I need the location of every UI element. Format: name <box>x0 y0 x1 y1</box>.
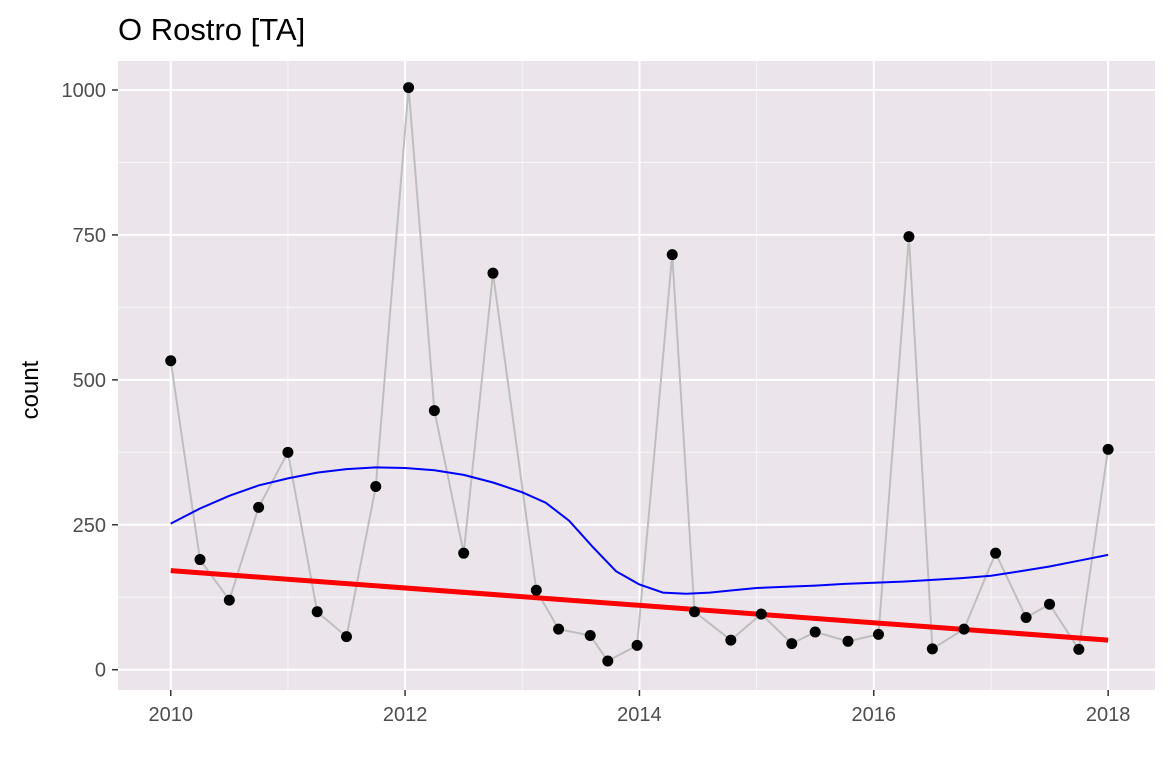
smooth-curve <box>170 466 1109 595</box>
data-point <box>282 446 294 458</box>
data-point <box>872 628 884 640</box>
data-point <box>340 631 352 643</box>
data-point <box>530 584 542 596</box>
data-point <box>1044 598 1056 610</box>
x-tick-label: 2014 <box>617 704 662 726</box>
y-tick-label: 500 <box>73 370 106 392</box>
y-tick-label: 750 <box>73 225 106 247</box>
data-point <box>958 623 970 635</box>
axis-tick-labels: 2010 2012 2014 2016 2018 0 250 500 750 1000 <box>62 80 1131 726</box>
data-point <box>458 547 470 559</box>
data-point <box>428 405 440 417</box>
data-point <box>602 655 614 667</box>
x-tick-label: 2018 <box>1086 704 1131 726</box>
data-point <box>755 608 767 620</box>
x-tick-label: 2012 <box>383 704 428 726</box>
axis-ticks <box>112 89 1109 696</box>
data-point <box>842 635 854 647</box>
x-tick-label: 2016 <box>852 704 897 726</box>
data-point <box>725 634 737 646</box>
data-point <box>487 267 499 279</box>
data-point <box>786 638 798 650</box>
y-axis-title: count <box>17 360 44 419</box>
data-point <box>553 623 565 635</box>
y-tick-label: 0 <box>95 660 106 682</box>
x-tick-label: 2010 <box>148 704 193 726</box>
data-point <box>1020 612 1032 624</box>
data-point <box>165 355 177 367</box>
data-point <box>689 606 701 618</box>
y-tick-label: 1000 <box>62 80 107 102</box>
data-points <box>165 82 1114 667</box>
data-point <box>194 554 206 566</box>
data-point <box>370 481 382 493</box>
data-point <box>311 606 323 618</box>
chart-title: O Rostro [TA] <box>118 12 305 47</box>
data-point <box>631 639 643 651</box>
data-point <box>1102 443 1114 455</box>
data-point <box>666 249 678 261</box>
data-point <box>1073 643 1085 655</box>
data-point <box>809 626 821 638</box>
y-tick-label: 250 <box>73 515 106 537</box>
data-point <box>403 82 415 94</box>
trend-line <box>170 568 1109 643</box>
grid-major <box>118 61 1155 690</box>
data-point <box>903 231 915 243</box>
data-point <box>926 643 938 655</box>
data-point <box>253 501 265 513</box>
data-point <box>584 630 596 642</box>
plot-panel <box>118 61 1155 690</box>
data-point <box>990 547 1002 559</box>
data-point <box>223 594 235 606</box>
